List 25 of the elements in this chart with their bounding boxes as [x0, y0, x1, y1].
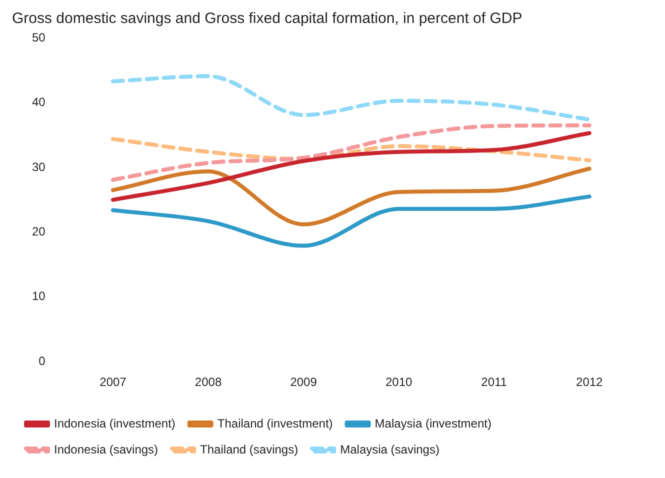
x-tick-label: 2008: [194, 375, 222, 390]
legend-label: Indonesia (investment): [54, 416, 176, 430]
x-tick-label: 2010: [385, 375, 412, 390]
line-series: [110, 194, 592, 248]
legend-label: Indonesia (savings): [54, 442, 158, 456]
x-tick-label: 2009: [290, 375, 318, 390]
line-series: [110, 123, 592, 182]
line-series: [110, 166, 592, 226]
x-tick-label: 2012: [576, 375, 604, 390]
y-tick-label: 30: [32, 160, 46, 174]
legend-label: Thailand (savings): [200, 442, 298, 456]
y-tick-label: 40: [32, 95, 46, 110]
y-tick-label: 50: [32, 30, 46, 44]
x-tick-label: 2011: [481, 375, 508, 390]
x-tick-label: 2007: [100, 375, 127, 390]
legend-label: Thailand (investment): [217, 416, 333, 430]
y-tick-label: 20: [32, 224, 46, 238]
line-series: [110, 131, 592, 202]
line-series: [110, 136, 592, 162]
y-tick-label: 0: [38, 354, 46, 368]
legend-label: Malaysia (investment): [374, 416, 492, 430]
legend-label: Malaysia (savings): [340, 442, 440, 456]
y-tick-label: 10: [32, 289, 46, 304]
line-series: [110, 74, 592, 122]
chart-title: Gross domestic savings and Gross fixed capital formation, in percent of GDP: [12, 10, 522, 28]
